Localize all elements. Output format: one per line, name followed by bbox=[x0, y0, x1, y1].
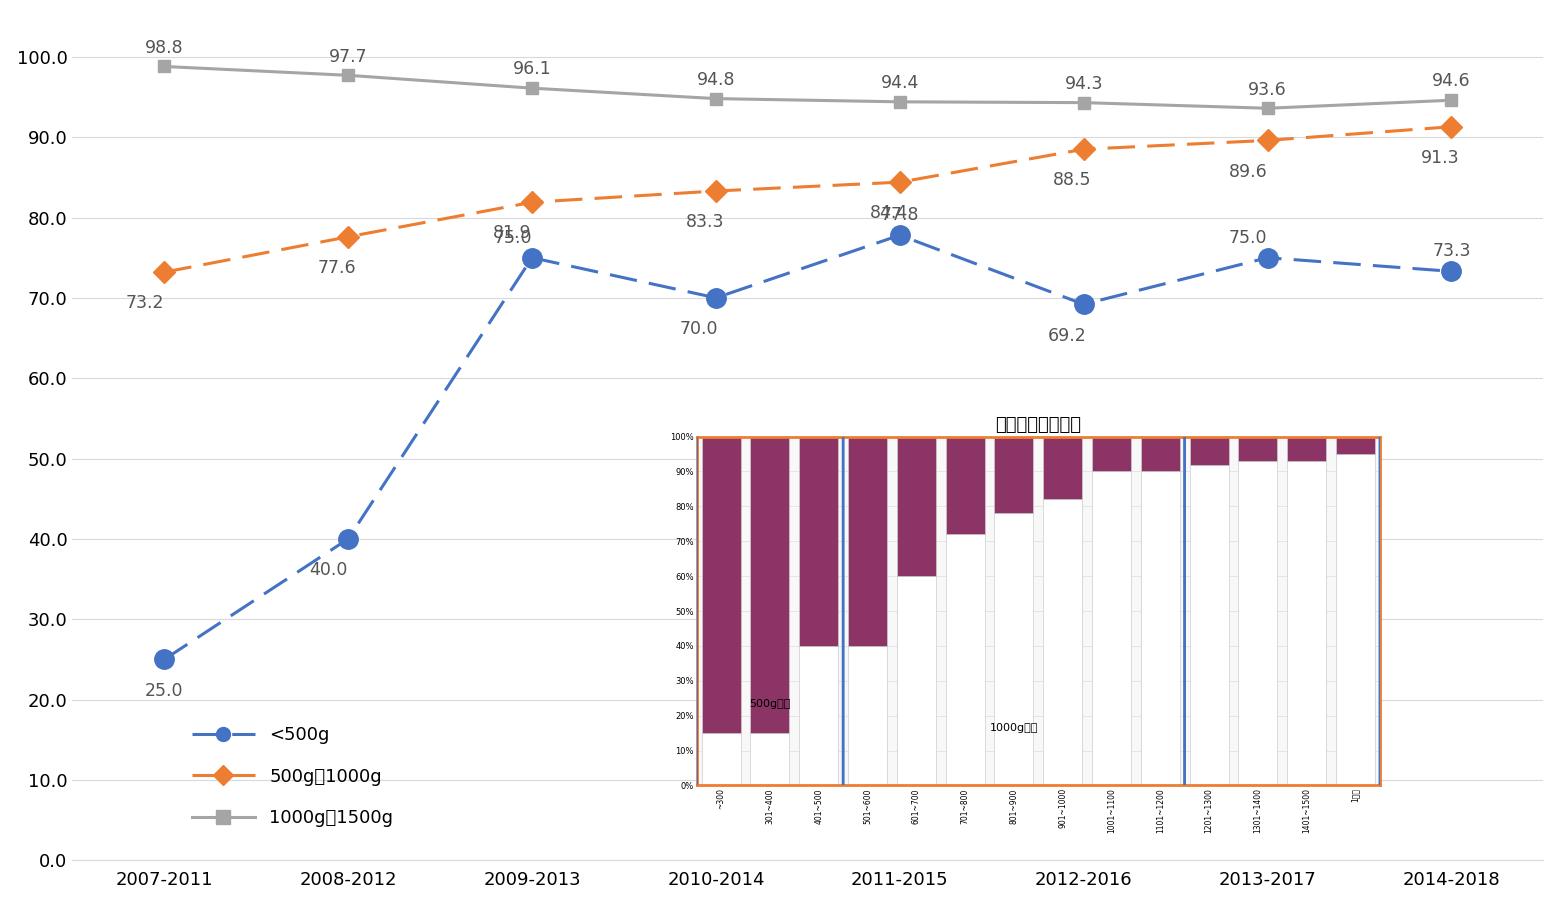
Bar bbox=[1092, 437, 1131, 471]
Text: 97.7: 97.7 bbox=[329, 48, 368, 65]
Bar bbox=[994, 514, 1033, 786]
Text: 84.4: 84.4 bbox=[869, 205, 908, 222]
Text: 1000g未満: 1000g未満 bbox=[989, 723, 1037, 733]
Text: 70.0: 70.0 bbox=[680, 320, 719, 338]
Bar bbox=[1044, 437, 1083, 499]
Text: 94.8: 94.8 bbox=[697, 71, 735, 89]
Bar bbox=[1287, 437, 1326, 461]
Bar bbox=[702, 437, 741, 733]
Text: 96.1: 96.1 bbox=[513, 61, 551, 79]
Text: 69.2: 69.2 bbox=[1048, 326, 1086, 344]
Legend: <500g, 500g～1000g, 1000g～1500g: <500g, 500g～1000g, 1000g～1500g bbox=[184, 719, 401, 834]
Text: 88.5: 88.5 bbox=[1053, 171, 1092, 189]
Bar bbox=[849, 437, 888, 646]
Bar bbox=[750, 437, 789, 733]
Bar bbox=[799, 646, 838, 786]
Bar bbox=[1239, 461, 1278, 786]
Bar bbox=[897, 576, 936, 786]
Text: 83.3: 83.3 bbox=[685, 213, 724, 231]
Bar bbox=[1190, 437, 1229, 465]
Text: 91.3: 91.3 bbox=[1421, 149, 1460, 167]
Bar bbox=[945, 535, 984, 786]
Bar bbox=[750, 733, 789, 786]
Text: 75.0: 75.0 bbox=[493, 228, 532, 246]
Text: 75.0: 75.0 bbox=[1229, 228, 1267, 246]
Bar bbox=[1335, 437, 1374, 454]
Text: 94.4: 94.4 bbox=[880, 74, 919, 92]
Text: 73.2: 73.2 bbox=[126, 294, 164, 313]
Text: 94.3: 94.3 bbox=[1064, 75, 1103, 93]
Text: 500g未満: 500g未満 bbox=[749, 699, 791, 708]
Bar bbox=[1287, 461, 1326, 786]
Text: 77.8: 77.8 bbox=[880, 206, 919, 224]
Text: 89.6: 89.6 bbox=[1229, 162, 1267, 180]
Bar bbox=[849, 646, 888, 786]
Bar bbox=[799, 437, 838, 646]
Bar bbox=[994, 437, 1033, 514]
Text: 77.6: 77.6 bbox=[318, 259, 356, 277]
Bar bbox=[1190, 465, 1229, 786]
Text: 81.9: 81.9 bbox=[493, 225, 532, 243]
Bar bbox=[1092, 471, 1131, 786]
Text: 93.6: 93.6 bbox=[1248, 81, 1287, 99]
Bar bbox=[1335, 454, 1374, 786]
Bar bbox=[1140, 471, 1179, 786]
Bar bbox=[897, 437, 936, 576]
Text: 40.0: 40.0 bbox=[309, 561, 348, 579]
Title: 全国調査の死亡率: 全国調査の死亡率 bbox=[995, 416, 1081, 434]
Text: 94.6: 94.6 bbox=[1432, 72, 1471, 91]
Text: 98.8: 98.8 bbox=[145, 39, 184, 57]
Bar bbox=[945, 437, 984, 535]
Text: 25.0: 25.0 bbox=[145, 681, 184, 699]
Bar bbox=[1239, 437, 1278, 461]
Bar bbox=[702, 733, 741, 786]
Bar bbox=[1140, 437, 1179, 471]
Bar bbox=[1044, 499, 1083, 786]
Text: 73.3: 73.3 bbox=[1432, 242, 1471, 260]
